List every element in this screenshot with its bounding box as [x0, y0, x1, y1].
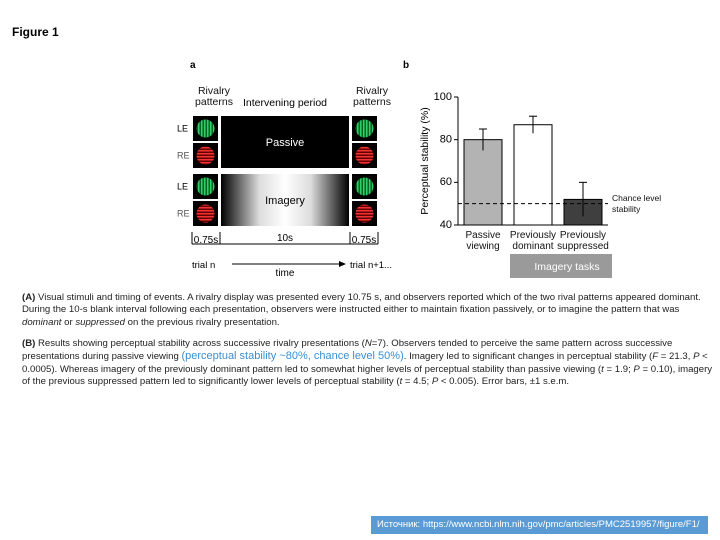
caption-text: = 1.9;: [603, 363, 634, 375]
y-tick-label: 60: [440, 176, 452, 188]
trial-label: trial n+1...: [350, 260, 392, 271]
caption-text: < 0.0005). Whereas imagery of the previo…: [22, 351, 708, 375]
x-tick-label: Previously suppressed: [557, 230, 609, 252]
caption-text: = 0.10), imagery of the previous suppres…: [22, 363, 713, 388]
caption-text: t: [399, 376, 403, 388]
eye-label: RE: [177, 208, 190, 218]
caption-highlight: (perceptual stability ~80%, chance level…: [181, 350, 404, 363]
reference-label: Chance level stability: [612, 193, 662, 214]
rivalry-label: Rivalry patterns: [353, 85, 391, 108]
figure-label: Figure 1: [12, 25, 59, 39]
source-link[interactable]: Источник: https://www.ncbi.nlm.nih.gov/p…: [371, 516, 708, 534]
panel-label: a: [190, 60, 196, 71]
caption-text: Results showing perceptual stability acr…: [35, 338, 365, 349]
eye-label: RE: [177, 150, 190, 160]
y-tick-label: 40: [440, 219, 452, 231]
duration-label: 0.75s: [352, 235, 376, 246]
bar: [513, 124, 553, 226]
caption-text: or: [61, 316, 76, 328]
x-tick-label: Previously dominant: [509, 230, 557, 252]
caption-text: (B): [22, 338, 36, 349]
caption-text: P: [431, 376, 439, 388]
caption-text: P: [693, 351, 700, 363]
caption-paragraph: (A) Visual stimuli and timing of events.…: [22, 292, 716, 329]
caption-text: P: [633, 363, 640, 375]
time-label: time: [276, 268, 295, 279]
caption-text: =7). Observers tended to perceive the sa…: [22, 338, 673, 363]
caption-text: < 0.005). Error bars, ±1 s.e.m.: [438, 376, 570, 388]
caption-text: dominant: [22, 316, 62, 328]
y-axis-title: Perceptual stability (%): [419, 107, 431, 214]
bar: [463, 139, 503, 226]
intervening-label: Intervening period: [243, 97, 327, 109]
condition-label: Passive: [266, 137, 305, 149]
eye-label: LE: [177, 181, 188, 191]
caption-text: (A): [22, 292, 36, 303]
condition-label: Imagery: [265, 195, 305, 207]
eye-label: LE: [177, 123, 188, 133]
trial-label: trial n: [192, 260, 215, 271]
y-tick-label: 80: [440, 134, 452, 146]
caption-text: suppressed: [75, 316, 125, 328]
caption-text: N: [364, 338, 372, 349]
caption-paragraph: (B) Results showing perceptual stability…: [22, 338, 716, 389]
caption-text: Visual stimuli and timing of events. A r…: [22, 292, 701, 316]
group-label: Imagery tasks: [534, 261, 599, 273]
caption-text: t: [601, 363, 604, 375]
caption-text: on the previous rivalry presentation.: [124, 316, 280, 328]
stimulus-diagram: [191, 116, 379, 267]
rivalry-label: Rivalry patterns: [195, 85, 233, 108]
duration-label: 0.75s: [194, 235, 218, 246]
duration-label: 10s: [277, 233, 293, 244]
x-tick-label: Passive viewing: [465, 230, 501, 252]
caption-text: F: [652, 351, 659, 363]
caption-text: = 21.3,: [658, 351, 694, 363]
group-box: [510, 254, 612, 278]
y-tick-label: 100: [434, 91, 452, 103]
caption-text: = 4.5;: [402, 376, 432, 388]
panel-label: b: [403, 60, 409, 71]
caption-text: . Imagery led to significant changes in …: [403, 351, 653, 363]
